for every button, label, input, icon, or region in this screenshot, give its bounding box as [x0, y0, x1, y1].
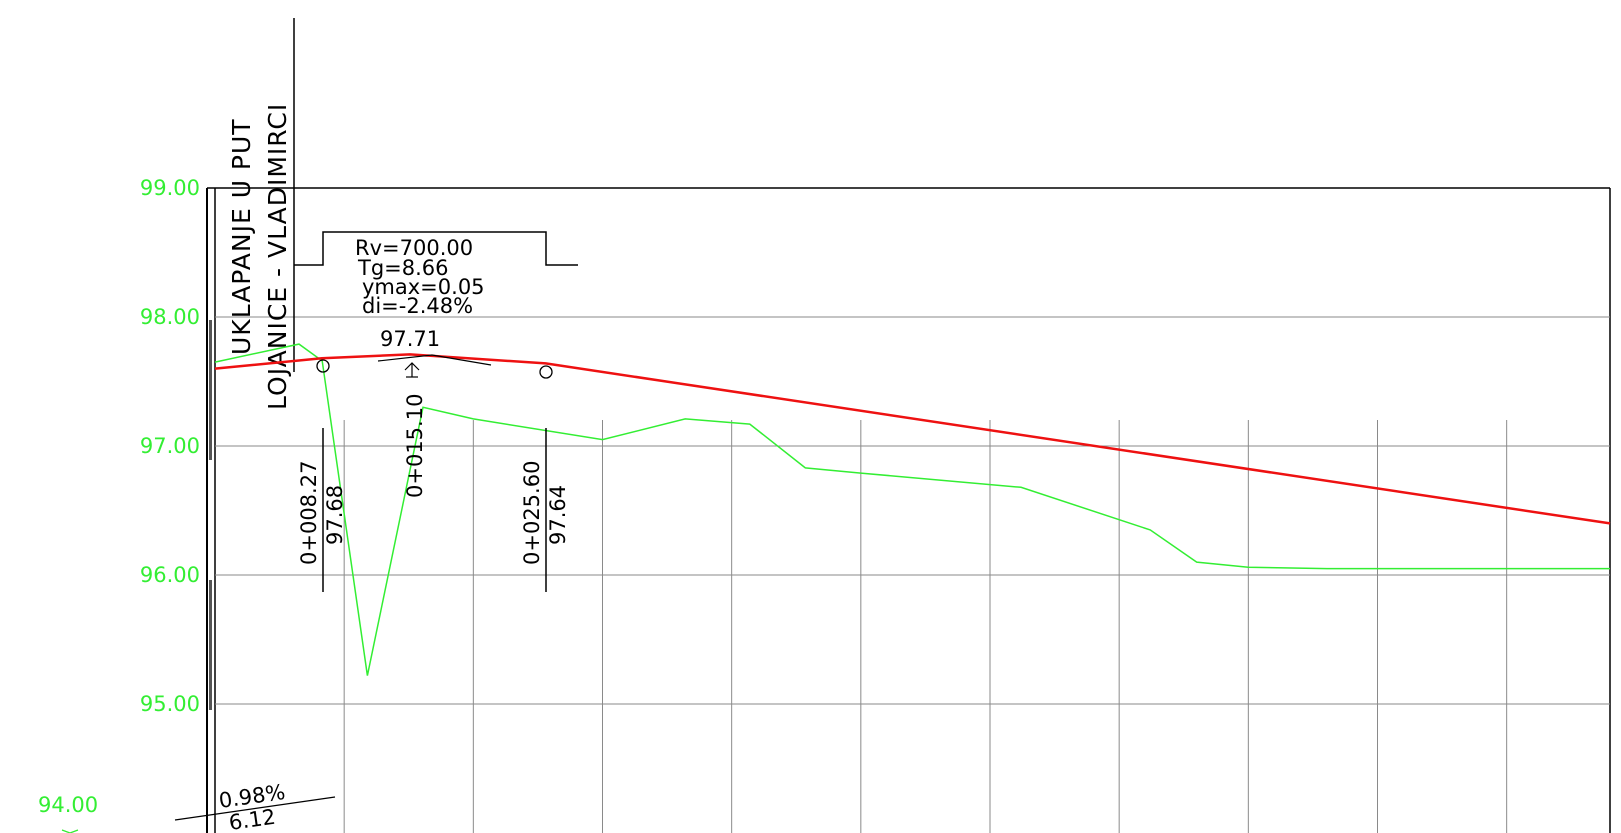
curve-grade-difference: di=-2.48%: [362, 294, 473, 318]
peak-elevation: 97.71: [380, 327, 440, 351]
bottom-datum: 94.00: [38, 793, 98, 833]
peak-annotation: 97.71 0+015.10: [377, 327, 492, 498]
slope-annotation: 0.98% 6.12: [174, 780, 336, 833]
terrain-line: [214, 343, 1610, 676]
station-2-chainage: 0+025.60: [520, 461, 544, 565]
y-tick-label: 95.00: [140, 692, 200, 716]
y-tick-label: 98.00: [140, 305, 200, 329]
vertical-curve-annotation: Rv=700.00 Tg=8.66 ymax=0.05 di=-2.48%: [294, 231, 578, 318]
station-point-2: 0+025.60 97.64: [520, 365, 570, 592]
slope-length: 6.12: [227, 805, 277, 833]
peak-station: 0+015.10: [403, 394, 427, 498]
datum-marker-icon: [61, 829, 79, 833]
y-tick-label: 99.00: [140, 176, 200, 200]
drawing-title: UKLAPANJE U PUT LOJANICE - VLADIMIRCI: [227, 103, 292, 410]
datum-elevation: 94.00: [38, 793, 98, 817]
station-point-1: 0+008.27 97.68: [297, 359, 347, 592]
station-1-chainage: 0+008.27: [297, 461, 321, 565]
station-1-elevation: 97.68: [323, 485, 347, 545]
y-tick-label: 97.00: [140, 434, 200, 458]
curve-radius: Rv=700.00: [355, 236, 473, 260]
curve-tangent: Tg=8.66: [357, 256, 449, 280]
curve-ymax: ymax=0.05: [362, 275, 485, 299]
title-line-1: UKLAPANJE U PUT: [227, 118, 256, 355]
station-2-elevation: 97.64: [546, 485, 570, 545]
title-line-2: LOJANICE - VLADIMIRCI: [263, 103, 292, 410]
grade-line: [214, 353, 1611, 525]
profile-frame: [206, 187, 1611, 833]
y-tick-label: 96.00: [140, 563, 200, 587]
y-axis-tick-labels: 99.00 98.00 97.00 96.00 95.00: [140, 176, 200, 716]
horizontal-grid-lines: [215, 316, 1610, 705]
